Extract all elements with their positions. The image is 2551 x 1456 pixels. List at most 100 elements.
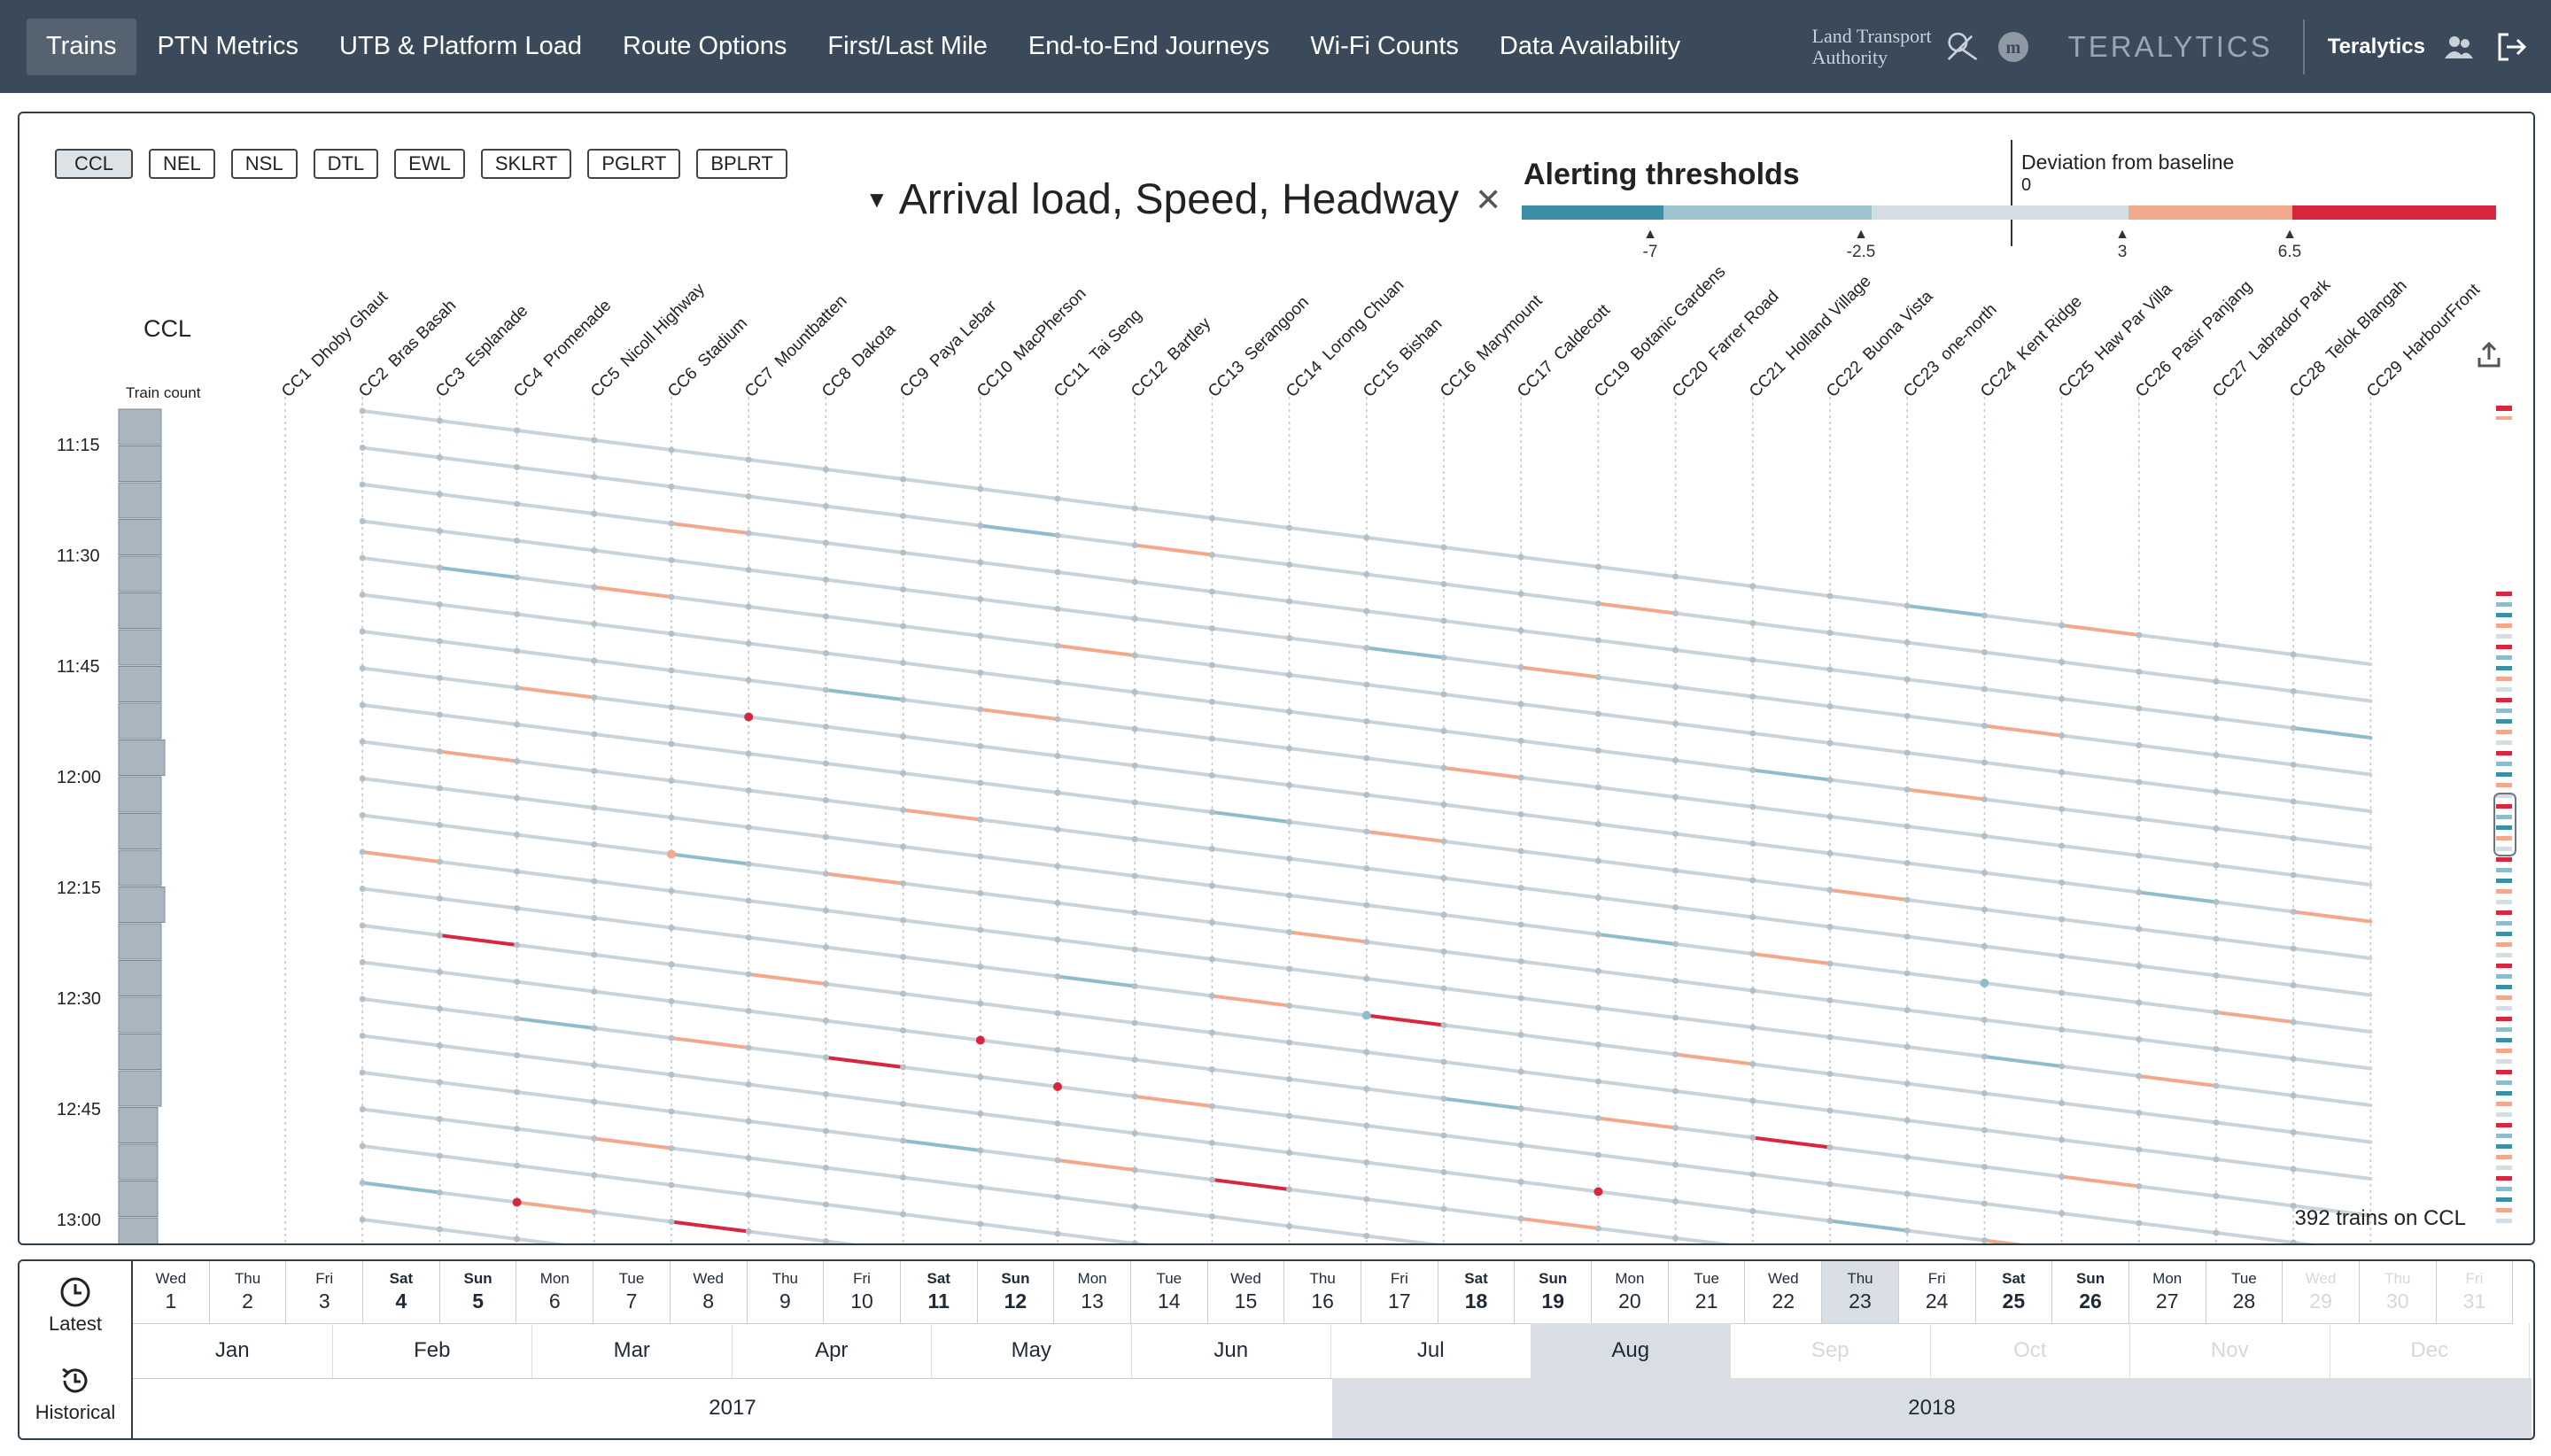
day-cell[interactable]: Wed 29 bbox=[2283, 1261, 2360, 1323]
month-cell[interactable]: May bbox=[932, 1323, 1132, 1378]
line-button-pglrt[interactable]: PGLRT bbox=[587, 149, 681, 179]
nav-tab-first-last-mile[interactable]: First/Last Mile bbox=[827, 32, 988, 60]
train-segment bbox=[1056, 1195, 1137, 1209]
latest-button[interactable]: Latest bbox=[19, 1261, 133, 1351]
day-cell[interactable]: Sun 19 bbox=[1515, 1261, 1593, 1323]
train-stop-dot bbox=[591, 1062, 598, 1068]
day-cell[interactable]: Thu 16 bbox=[1284, 1261, 1361, 1323]
month-cell[interactable]: Apr bbox=[733, 1323, 932, 1378]
day-cell[interactable]: Sun 5 bbox=[440, 1261, 517, 1323]
line-button-ccl[interactable]: CCL bbox=[55, 149, 133, 179]
nav-tab-trains[interactable]: Trains bbox=[27, 18, 136, 75]
day-cell[interactable]: Fri 24 bbox=[1899, 1261, 1976, 1323]
day-cell[interactable]: Mon 13 bbox=[1054, 1261, 1131, 1323]
nav-tab-data-availability[interactable]: Data Availability bbox=[1499, 32, 1681, 60]
train-stop-dot bbox=[745, 677, 752, 684]
day-cell[interactable]: Sat 4 bbox=[363, 1261, 440, 1323]
day-cell[interactable]: Thu 30 bbox=[2360, 1261, 2437, 1323]
day-cell[interactable]: Fri 31 bbox=[2437, 1261, 2514, 1323]
day-cell[interactable]: Fri 17 bbox=[1361, 1261, 1438, 1323]
day-cell[interactable]: Tue 7 bbox=[593, 1261, 671, 1323]
line-button-nel[interactable]: NEL bbox=[149, 149, 215, 179]
day-cell[interactable]: Mon 20 bbox=[1592, 1261, 1669, 1323]
train-segment bbox=[978, 523, 1059, 538]
nav-tab-ptn-metrics[interactable]: PTN Metrics bbox=[157, 32, 299, 60]
train-segment bbox=[515, 685, 596, 700]
logout-icon[interactable] bbox=[2493, 27, 2532, 66]
train-stop-dot bbox=[591, 621, 598, 627]
export-icon[interactable] bbox=[2477, 341, 2501, 373]
train-stop-dot bbox=[1131, 983, 1138, 989]
train-stop-dot bbox=[1054, 1010, 1061, 1017]
month-cell[interactable]: Oct bbox=[1931, 1323, 2130, 1378]
nav-tab-route-options[interactable]: Route Options bbox=[623, 32, 787, 60]
metric-selector[interactable]: ▼ Arrival load, Speed, Headway ✕ bbox=[865, 175, 1501, 224]
nav-tab-utb-platform-load[interactable]: UTB & Platform Load bbox=[339, 32, 582, 60]
line-button-ewl[interactable]: EWL bbox=[394, 149, 465, 179]
day-cell[interactable]: Fri 3 bbox=[286, 1261, 364, 1323]
day-cell[interactable]: Wed 22 bbox=[1745, 1261, 1823, 1323]
day-cell[interactable]: Thu 23 bbox=[1822, 1261, 1899, 1323]
year-cell[interactable]: 2017 bbox=[709, 1396, 756, 1420]
day-cell[interactable]: Tue 21 bbox=[1669, 1261, 1746, 1323]
line-button-bplrt[interactable]: BPLRT bbox=[696, 149, 787, 179]
train-stop-dot bbox=[1749, 803, 1756, 810]
day-cell[interactable]: Sun 26 bbox=[2052, 1261, 2129, 1323]
day-cell[interactable]: Wed 8 bbox=[671, 1261, 748, 1323]
train-stop-dot bbox=[1672, 757, 1679, 763]
train-segment bbox=[2059, 1027, 2141, 1042]
day-cell[interactable]: Sun 12 bbox=[978, 1261, 1055, 1323]
month-cell[interactable]: Feb bbox=[333, 1323, 532, 1378]
train-stop-dot bbox=[822, 980, 829, 987]
train-stop-dot bbox=[2136, 631, 2143, 639]
train-segment bbox=[670, 925, 751, 940]
train-segment bbox=[1210, 516, 1291, 530]
month-cell[interactable]: Jan bbox=[133, 1323, 333, 1378]
line-button-nsl[interactable]: NSL bbox=[230, 149, 298, 179]
caret-down-icon[interactable]: ▼ bbox=[865, 186, 888, 213]
train-segment bbox=[361, 997, 442, 1011]
historical-button[interactable]: Historical bbox=[19, 1350, 133, 1438]
day-cell[interactable]: Sat 11 bbox=[901, 1261, 978, 1323]
month-cell[interactable]: Jul bbox=[1331, 1323, 1531, 1378]
month-cell[interactable]: Mar bbox=[532, 1323, 733, 1378]
day-number: 22 bbox=[1772, 1289, 1795, 1313]
nav-tab-end-to-end-journeys[interactable]: End-to-End Journeys bbox=[1027, 32, 1270, 60]
year-cell[interactable]: 2018 bbox=[1332, 1378, 2532, 1438]
month-cell[interactable]: Aug bbox=[1531, 1323, 1731, 1378]
day-cell[interactable]: Fri 10 bbox=[824, 1261, 901, 1323]
month-cell[interactable]: Dec bbox=[2330, 1323, 2530, 1378]
overview-mark bbox=[2496, 666, 2512, 670]
line-button-dtl[interactable]: DTL bbox=[313, 149, 379, 179]
day-cell[interactable]: Sat 18 bbox=[1438, 1261, 1516, 1323]
train-stop-dot bbox=[1286, 892, 1293, 899]
train-segment bbox=[1750, 879, 1832, 892]
day-cell[interactable]: Wed 1 bbox=[133, 1261, 210, 1323]
train-stop-dot bbox=[1440, 1022, 1447, 1028]
day-cell[interactable]: Mon 27 bbox=[2129, 1261, 2206, 1323]
day-cell[interactable]: Tue 28 bbox=[2206, 1261, 2283, 1323]
train-segment bbox=[747, 715, 828, 729]
month-cell[interactable]: Jun bbox=[1132, 1323, 1331, 1378]
day-cell[interactable]: Tue 14 bbox=[1131, 1261, 1208, 1323]
train-segment bbox=[1750, 585, 1832, 598]
overview-mark bbox=[2496, 406, 2512, 411]
train-segment bbox=[1673, 685, 1755, 699]
train-segment bbox=[1828, 741, 1910, 755]
month-cell[interactable]: Nov bbox=[2130, 1323, 2330, 1378]
day-cell[interactable]: Wed 15 bbox=[1208, 1261, 1285, 1323]
train-stop-dot bbox=[1440, 1205, 1447, 1212]
nav-tab-wi-fi-counts[interactable]: Wi-Fi Counts bbox=[1310, 32, 1459, 60]
day-cell[interactable]: Sat 25 bbox=[1976, 1261, 2053, 1323]
day-cell[interactable]: Thu 2 bbox=[210, 1261, 287, 1323]
users-icon[interactable] bbox=[2439, 27, 2478, 66]
train-stop-dot bbox=[1981, 685, 1988, 693]
day-cell[interactable]: Mon 6 bbox=[516, 1261, 594, 1323]
month-cell[interactable]: Sep bbox=[1731, 1323, 1931, 1378]
train-segment bbox=[670, 889, 751, 902]
train-stop-dot bbox=[2059, 659, 2066, 665]
close-icon[interactable]: ✕ bbox=[1475, 181, 1502, 218]
train-segment bbox=[1056, 717, 1137, 731]
line-button-sklrt[interactable]: SKLRT bbox=[480, 149, 572, 179]
day-cell[interactable]: Thu 9 bbox=[748, 1261, 825, 1323]
